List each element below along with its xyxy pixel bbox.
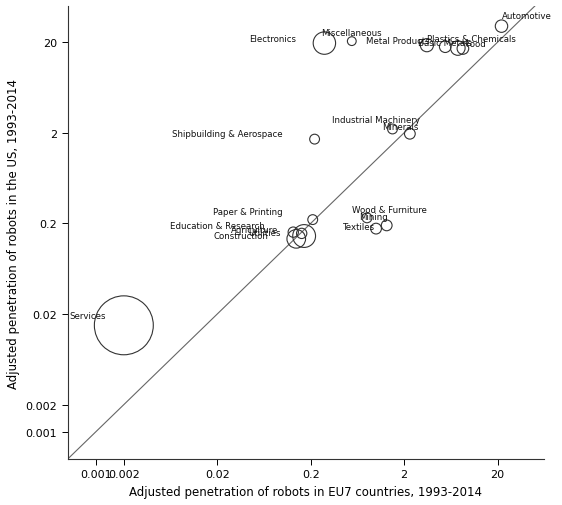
Point	[459, 45, 468, 54]
Point	[441, 43, 450, 52]
Text: Wood & Furniture: Wood & Furniture	[352, 206, 427, 214]
Y-axis label: Adjusted penetration of robots in the US, 1993-2014: Adjusted penetration of robots in the US…	[7, 78, 20, 388]
Point	[423, 42, 432, 50]
Point	[405, 130, 414, 138]
Point	[119, 322, 128, 330]
Text: Shipbuilding & Aerospace: Shipbuilding & Aerospace	[172, 130, 283, 139]
Text: Services: Services	[70, 312, 106, 321]
Point	[497, 23, 506, 31]
Point	[310, 136, 319, 144]
Point	[308, 216, 317, 224]
Point	[320, 40, 329, 48]
Text: Plastics & Chemicals: Plastics & Chemicals	[427, 35, 516, 44]
Text: Mining: Mining	[360, 213, 388, 222]
Point	[289, 229, 298, 237]
Text: Utilities: Utilities	[248, 228, 280, 237]
Point	[300, 232, 309, 240]
Text: Electronics: Electronics	[250, 35, 296, 44]
Text: Basic Metals: Basic Metals	[418, 39, 472, 48]
Text: Metal Products: Metal Products	[366, 37, 430, 46]
Point	[382, 222, 391, 230]
Text: Industrial Machinery: Industrial Machinery	[332, 116, 420, 125]
Point	[297, 230, 306, 238]
Point	[454, 45, 463, 53]
Text: Paper & Printing: Paper & Printing	[213, 208, 283, 217]
Point	[371, 225, 380, 233]
Text: Construction: Construction	[213, 231, 268, 240]
Point	[292, 235, 301, 243]
Point	[347, 38, 356, 46]
Text: Miscellaneous: Miscellaneous	[321, 29, 382, 37]
Text: Minerals: Minerals	[382, 123, 418, 131]
Point	[388, 126, 397, 134]
Text: Food: Food	[465, 40, 486, 49]
Text: Textiles: Textiles	[342, 223, 375, 231]
Text: Agriculture: Agriculture	[231, 226, 278, 235]
Point	[362, 215, 371, 223]
Text: Education & Research: Education & Research	[170, 222, 265, 231]
X-axis label: Adjusted penetration of robots in EU7 countries, 1993-2014: Adjusted penetration of robots in EU7 co…	[129, 485, 482, 498]
Text: Automotive: Automotive	[501, 12, 551, 21]
